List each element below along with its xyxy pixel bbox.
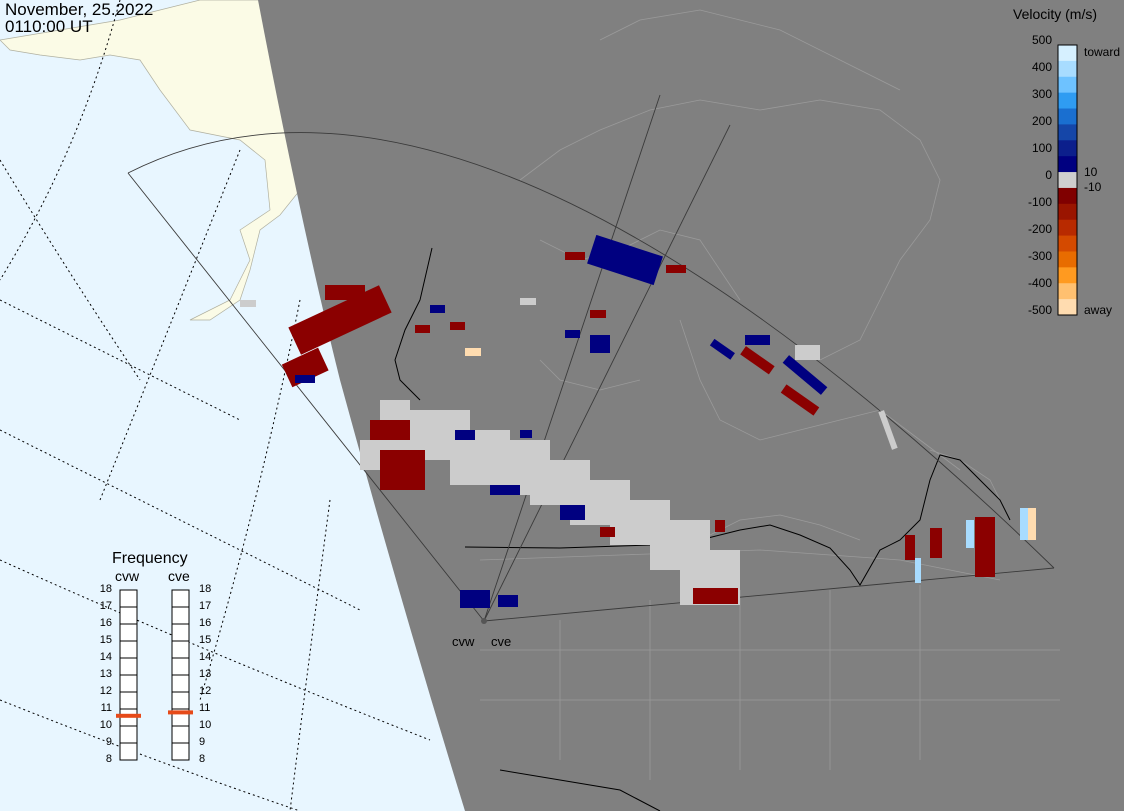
frequency-cell [171,640,190,659]
frequency-label-left: 13 [99,668,112,680]
frequency-label-left: 17 [99,600,112,612]
frequency-cell [119,674,138,693]
frequency-label-left: 15 [99,634,112,646]
lat-lon-grid [0,0,431,811]
colorbar-segment [1058,299,1077,316]
colorbar-segment [1058,251,1077,268]
gap-lower-label: -10 [1084,180,1102,194]
colorbar-segment [1058,267,1077,284]
frequency-label-left: 12 [99,685,112,697]
colorbar-segment [1058,108,1077,125]
time-label: 0110:00 UT [5,17,93,36]
velocity-tick-label: 100 [1031,141,1052,155]
colorbar-segment [1058,60,1077,78]
radar-label-cve: cve [491,634,512,649]
frequency-label-left: 9 [105,736,112,748]
frequency-cell [119,691,138,710]
velocity-tick-label: -400 [1027,276,1052,290]
frequency-label-left: 14 [99,651,112,663]
colorbar-segment [1058,219,1077,237]
frequency-cell [119,589,138,608]
colorbar-segment [1058,92,1077,110]
frequency-label-right: 8 [199,753,206,765]
frequency-cell [171,725,190,744]
away-label: away [1084,303,1113,317]
frequency-cell [119,623,138,642]
frequency-label-right: 15 [199,634,212,646]
velocity-tick-label: 300 [1031,87,1052,101]
frequency-title: Frequency [112,550,188,567]
colorbar-segment [1058,156,1077,173]
radar-label-cvw: cvw [452,634,475,649]
frequency-cell [119,725,138,744]
velocity-legend-title: Velocity (m/s) [1013,6,1098,22]
frequency-label-right: 10 [199,719,212,731]
night-side [258,0,1124,811]
frequency-label-right: 18 [199,583,212,595]
velocity-tick-label: 0 [1045,168,1052,182]
frequency-marker-cve [168,710,193,715]
frequency-cell [119,640,138,659]
colorbar-segment [1058,283,1077,300]
frequency-label-right: 9 [199,736,206,748]
frequency-radar-cvw: cvw [115,568,140,584]
colorbar-segment [1058,235,1077,252]
frequency-radar-cve: cve [168,568,190,584]
velocity-tick-label: 200 [1031,114,1052,128]
colorbar-border [1057,44,1078,316]
colorbar-segment [1058,124,1077,141]
colorbar-segment [1058,187,1077,205]
frequency-cell [119,657,138,676]
colorbar-segment [1058,45,1077,62]
velocity-tick-label: -100 [1027,195,1052,209]
frequency-cell [171,623,190,642]
echo-cells [240,234,1036,608]
radar-fov [127,94,1055,622]
frequency-label-right: 17 [199,600,212,612]
frequency-label-left: 11 [100,702,112,714]
velocity-tick-label: -500 [1027,303,1052,317]
velocity-tick-label: 400 [1031,60,1052,74]
velocity-tick-label: -300 [1027,249,1052,263]
colorbar-segment [1058,203,1077,221]
frequency-cell [119,742,138,761]
frequency-panel [116,589,193,761]
radar-site-marker [481,618,487,624]
velocity-tick-label: 500 [1031,33,1052,47]
frequency-cell [171,657,190,676]
frequency-label-left: 8 [105,753,112,765]
colorbar-segment [1058,140,1077,157]
frequency-cell [171,742,190,761]
gap-upper-label: 10 [1084,165,1098,179]
colorbar-segment [1058,76,1077,94]
frequency-label-right: 12 [199,685,212,697]
frequency-cell [171,606,190,625]
frequency-cell [171,674,190,693]
frequency-label-left: 10 [99,719,112,731]
frequency-cell [171,589,190,608]
frequency-label-right: 14 [199,651,212,663]
frequency-marker-cvw [116,713,141,718]
colorbar-segment [1058,172,1077,189]
velocity-colorbar [1057,44,1078,316]
frequency-cell [119,606,138,625]
frequency-label-right: 13 [199,668,212,680]
frequency-label-right: 16 [199,617,212,629]
land-day-side [0,0,301,321]
frequency-label-left: 18 [99,583,112,595]
velocity-tick-label: -200 [1027,222,1052,236]
frequency-cell [171,691,190,710]
frequency-label-left: 16 [99,617,112,629]
frequency-label-right: 11 [199,702,211,714]
date-label: November, 25.2022 [5,0,154,19]
toward-label: toward [1084,45,1121,59]
